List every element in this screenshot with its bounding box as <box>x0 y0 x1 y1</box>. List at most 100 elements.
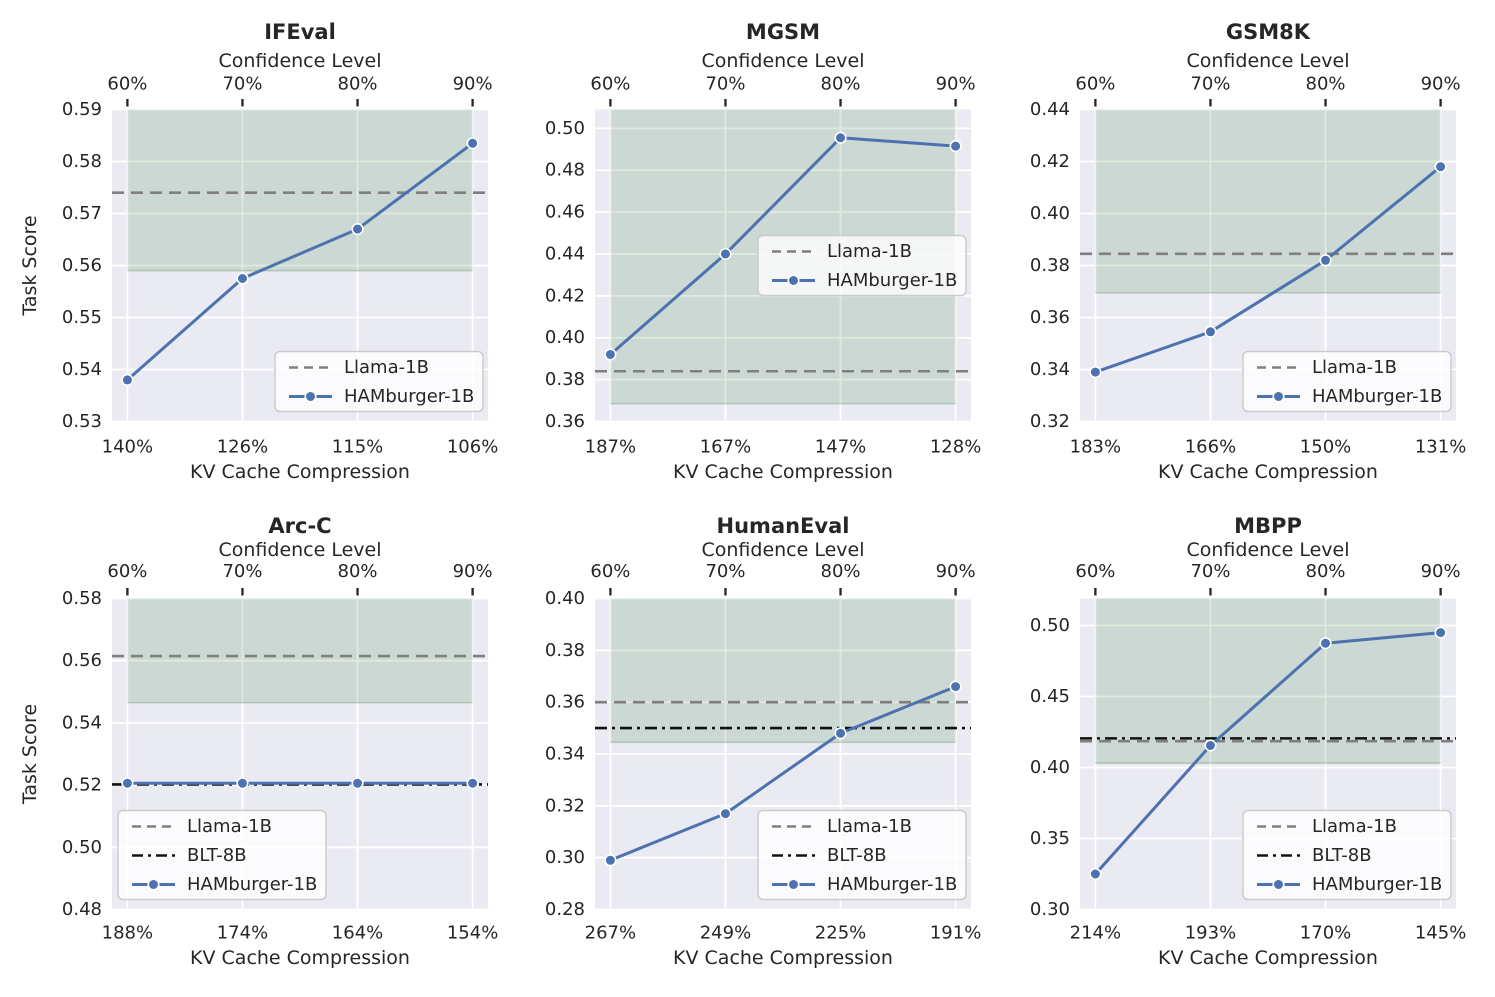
y-tick-label: 0.38 <box>1030 255 1070 276</box>
panel-title: MBPP <box>1234 514 1302 538</box>
y-tick-label: 0.32 <box>1030 411 1070 432</box>
kv-tick-label: 193% <box>1185 923 1236 944</box>
data-point-marker <box>351 777 364 790</box>
y-tick-label: 0.28 <box>545 899 585 920</box>
y-tick-label: 0.36 <box>545 411 585 432</box>
confidence-tick-label: 80% <box>821 74 861 95</box>
kv-tick-label: 183% <box>1070 437 1121 458</box>
green-target-band <box>1095 598 1441 764</box>
data-point-marker <box>719 807 732 820</box>
legend: Llama-1B HAMburger-1B <box>274 350 484 413</box>
data-point-marker <box>1089 366 1102 379</box>
confidence-tick-label: 60% <box>107 74 147 95</box>
kv-axis-label: KV Cache Compression <box>673 947 893 969</box>
kv-tick-label: 225% <box>815 923 866 944</box>
y-tick-label: 0.42 <box>1030 151 1070 172</box>
panel-title: GSM8K <box>1226 20 1311 44</box>
kv-axis-label: KV Cache Compression <box>190 461 410 483</box>
y-tick-label: 0.55 <box>62 307 102 328</box>
kv-axis-label: KV Cache Compression <box>190 947 410 969</box>
data-point-marker <box>121 777 134 790</box>
y-tick-label: 0.50 <box>545 118 585 139</box>
kv-tick-label: 170% <box>1300 923 1351 944</box>
y-tick-label: 0.48 <box>545 160 585 181</box>
y-tick-label: 0.50 <box>62 837 102 858</box>
confidence-tick-label: 90% <box>1421 561 1461 582</box>
y-tick-label: 0.56 <box>62 650 102 671</box>
data-point-marker <box>834 727 847 740</box>
kv-tick-label: 115% <box>332 437 383 458</box>
y-tick-label: 0.48 <box>62 899 102 920</box>
kv-tick-label: 164% <box>332 923 383 944</box>
y-tick-label: 0.53 <box>62 411 102 432</box>
data-point-marker <box>236 272 249 285</box>
data-point-marker <box>466 137 479 150</box>
y-tick-label: 0.34 <box>545 744 585 765</box>
confidence-axis-label: Confidence Level <box>701 539 864 561</box>
y-tick-label: 0.32 <box>545 795 585 816</box>
confidence-tick-label: 60% <box>590 561 630 582</box>
hamburger-line <box>608 685 958 862</box>
confidence-axis-label: Confidence Level <box>1186 539 1349 561</box>
y-tick-label: 0.36 <box>545 692 585 713</box>
y-tick-label: 0.36 <box>1030 307 1070 328</box>
data-point-marker <box>351 223 364 236</box>
y-tick-label: 0.54 <box>62 712 102 733</box>
kv-tick-label: 140% <box>102 437 153 458</box>
data-point-marker <box>1319 637 1332 650</box>
hamburger-line <box>1093 165 1443 374</box>
hamburger-line <box>1093 631 1443 876</box>
y-tick-label: 0.35 <box>1030 828 1070 849</box>
confidence-tick-label: 60% <box>1075 561 1115 582</box>
legend-label: BLT-8B <box>827 845 887 866</box>
kv-axis-label: KV Cache Compression <box>673 461 893 483</box>
legend-label: HAMburger-1B <box>1312 386 1442 407</box>
y-tick-label: 0.38 <box>545 369 585 390</box>
kv-tick-label: 191% <box>930 923 981 944</box>
confidence-tick-label: 60% <box>1075 74 1115 95</box>
y-tick-label: 0.56 <box>62 255 102 276</box>
y-tick-label: 0.46 <box>545 202 585 223</box>
panel-ifeval: IFEval Confidence Level 60% 70% 80% 90% 0.53 0.… <box>19 20 498 483</box>
confidence-tick-label: 90% <box>453 561 493 582</box>
data-point-marker <box>834 131 847 144</box>
data-point-marker <box>604 854 617 867</box>
kv-tick-label: 150% <box>1300 437 1351 458</box>
green-target-band <box>127 598 473 703</box>
legend-label: Llama-1B <box>827 241 912 262</box>
panel-title: HumanEval <box>717 514 850 538</box>
confidence-axis-label: Confidence Level <box>1186 50 1349 72</box>
data-point-marker <box>604 348 617 361</box>
y-tick-label: 0.40 <box>1030 757 1070 778</box>
legend-line-marker-icon <box>304 390 317 403</box>
legend-label: HAMburger-1B <box>344 386 474 407</box>
kv-tick-label: 126% <box>217 437 268 458</box>
legend-label: BLT-8B <box>187 845 247 866</box>
kv-tick-label: 188% <box>102 923 153 944</box>
y-tick-label: 0.44 <box>1030 99 1070 120</box>
data-point-marker <box>949 680 962 693</box>
data-point-marker <box>236 777 249 790</box>
legend: Llama-1B HAMburger-1B <box>757 234 967 297</box>
confidence-tick-label: 80% <box>338 561 378 582</box>
data-point-marker <box>949 140 962 153</box>
legend-label: Llama-1B <box>187 816 272 837</box>
task-score-axis-label: Task Score <box>19 215 41 316</box>
confidence-tick-label: 80% <box>821 561 861 582</box>
data-point-marker <box>1089 867 1102 881</box>
confidence-tick-label: 60% <box>107 561 147 582</box>
confidence-tick-label: 70% <box>1190 561 1230 582</box>
y-tick-label: 0.58 <box>62 588 102 609</box>
legend-label: Llama-1B <box>827 816 912 837</box>
confidence-axis-label: Confidence Level <box>218 50 381 72</box>
hamburger-line <box>608 136 958 356</box>
green-target-band <box>1095 109 1441 293</box>
confidence-tick-label: 70% <box>705 74 745 95</box>
kv-tick-label: 214% <box>1070 923 1121 944</box>
y-tick-label: 0.59 <box>62 99 102 120</box>
kv-tick-label: 187% <box>585 437 636 458</box>
data-point-marker <box>121 373 134 387</box>
confidence-axis-label: Confidence Level <box>701 50 864 72</box>
